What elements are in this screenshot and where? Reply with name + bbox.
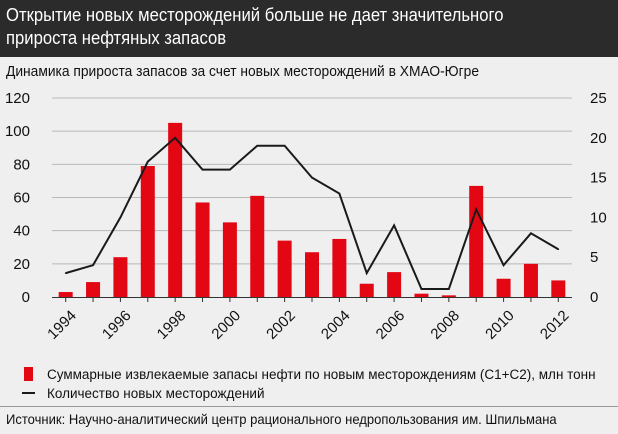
line-point-2003 [311, 176, 313, 179]
line-point-2001 [256, 144, 259, 147]
y-right-tick-label: 20 [590, 130, 607, 147]
chart-subtitle: Динамика прироста запасов за счет новых … [6, 63, 479, 80]
line-point-1998 [174, 137, 176, 139]
bar-2012 [551, 280, 566, 297]
bar-2006 [387, 272, 402, 297]
bar-1994 [58, 292, 73, 297]
bar-2010 [496, 278, 511, 297]
line-point-1996 [119, 216, 122, 219]
line-point-2005 [365, 272, 368, 274]
bar-1998 [168, 122, 183, 297]
x-tick-label-2004: 2004 [318, 307, 354, 343]
bar-2011 [523, 263, 538, 297]
y-left-tick-label: 0 [22, 289, 30, 306]
y-left-tick-label: 120 [5, 90, 30, 107]
line-point-2002 [283, 144, 286, 147]
bar-2001 [250, 195, 265, 297]
y-left-tick-label: 80 [13, 156, 30, 173]
line-point-2006 [393, 224, 395, 227]
x-tick-label-2012: 2012 [537, 307, 573, 343]
line-point-1994 [64, 272, 67, 274]
y-left-tick-label: 40 [13, 223, 30, 240]
line-point-2011 [530, 232, 532, 235]
y-left-tick-label: 60 [13, 190, 30, 207]
y-left-tick-label: 100 [5, 123, 30, 140]
bar-2005 [359, 283, 374, 297]
y-left-tick-label: 20 [13, 256, 30, 273]
legend-item-reserves: Суммарные извлекаемые запасы нефти по но… [22, 367, 596, 382]
line-point-1999 [201, 168, 204, 171]
y-right-tick-label: 25 [590, 90, 607, 107]
y-right-tick-label: 0 [590, 289, 598, 306]
y-right-tick-label: 5 [590, 249, 598, 266]
line-point-2008 [448, 288, 450, 290]
line-point-2009 [475, 208, 478, 211]
legend-label-reserves: Суммарные извлекаемые запасы нефти по но… [47, 367, 596, 382]
line-point-1997 [146, 160, 149, 163]
x-tick-label-2002: 2002 [263, 307, 299, 343]
line-point-2007 [420, 288, 423, 290]
bar-2007 [414, 293, 429, 297]
source-note: Источник: Научно-аналитический центр рац… [6, 411, 557, 427]
x-tick-label-1994: 1994 [44, 307, 80, 343]
bar-2008 [441, 295, 456, 297]
line-point-2012 [557, 248, 560, 251]
line-point-2010 [502, 264, 505, 266]
bar-2003 [305, 252, 319, 297]
bar-2002 [277, 240, 292, 297]
x-tick-label-1996: 1996 [99, 307, 135, 343]
bar-1995 [86, 282, 101, 297]
line-point-2000 [229, 168, 231, 171]
bar-1997 [140, 165, 155, 297]
line-point-2004 [338, 192, 341, 195]
bar-1996 [113, 257, 128, 297]
x-tick-label-1998: 1998 [154, 307, 190, 343]
header-banner: Открытие новых месторождений больше не д… [0, 0, 618, 57]
legend-item-fields-count: Количество новых месторождений [22, 386, 264, 401]
bar-1999 [195, 202, 210, 297]
bar-2009 [469, 185, 484, 297]
y-right-tick-label: 10 [590, 209, 607, 226]
x-tick-label-2010: 2010 [482, 307, 518, 343]
legend-label-fields-count: Количество новых месторождений [47, 386, 265, 401]
x-tick-label-2008: 2008 [427, 307, 463, 343]
legend-swatch-bar [24, 367, 33, 381]
y-right-tick-label: 15 [590, 170, 607, 187]
bar-2000 [222, 222, 237, 297]
bar-2004 [332, 238, 347, 297]
x-tick-label-2000: 2000 [208, 307, 244, 343]
page-title: Открытие новых месторождений больше не д… [6, 4, 504, 48]
legend-swatch-line [22, 392, 35, 394]
line-point-1995 [92, 264, 94, 266]
footer-divider [0, 406, 618, 407]
x-tick-label-2006: 2006 [373, 307, 409, 343]
